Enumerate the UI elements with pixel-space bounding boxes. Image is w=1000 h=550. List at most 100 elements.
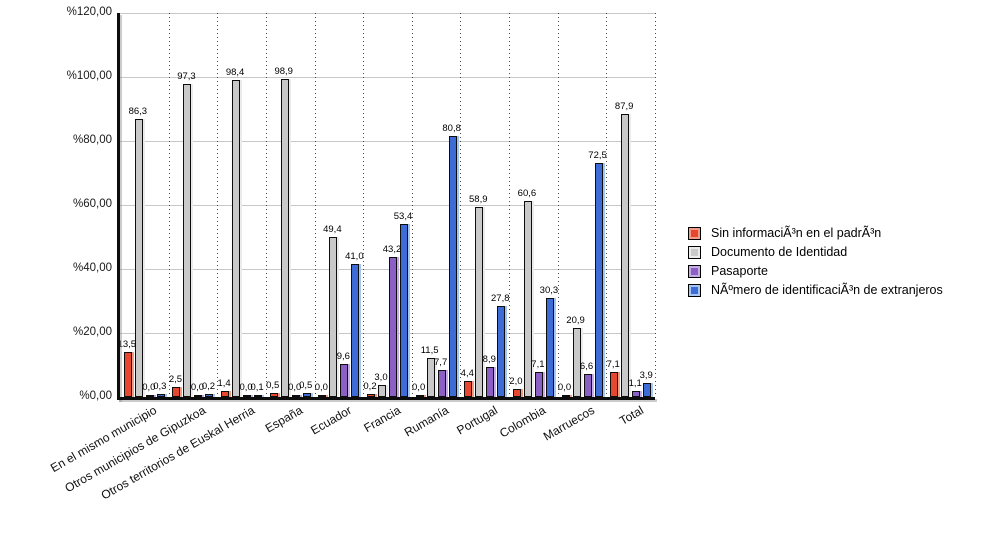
category-label: En el mismo municipio bbox=[48, 403, 160, 476]
category-separator-line bbox=[217, 13, 219, 397]
bar bbox=[269, 393, 278, 397]
bar bbox=[572, 328, 581, 397]
bar bbox=[497, 306, 506, 397]
category-separator-line bbox=[509, 13, 511, 397]
y-gridline bbox=[120, 141, 655, 142]
bar-value-label: 0,0 bbox=[142, 382, 156, 393]
legend-swatch-icon bbox=[688, 226, 701, 240]
legend-label: Pasaporte bbox=[711, 264, 768, 278]
bar-value-label: 58,9 bbox=[469, 194, 488, 205]
bar bbox=[156, 394, 165, 397]
legend-item: Sin informaciÃ³n en el padrÃ³n bbox=[688, 226, 943, 240]
bar-value-label: 7,7 bbox=[434, 357, 448, 368]
bar-value-label: 0,5 bbox=[299, 380, 313, 391]
x-axis bbox=[117, 397, 655, 400]
category-label: Francia bbox=[360, 403, 403, 436]
category-label: Total bbox=[616, 403, 646, 428]
category-separator-line bbox=[314, 13, 316, 397]
y-axis-tick-label: %120,00 bbox=[66, 6, 112, 18]
category-label: Rumanía bbox=[401, 403, 452, 440]
bar bbox=[632, 391, 641, 397]
category-separator-line bbox=[265, 13, 267, 397]
bar-value-label: 7,1 bbox=[531, 359, 545, 370]
bar bbox=[280, 79, 289, 397]
legend-item: NÃºmero de identificaciÃ³n de extranjero… bbox=[688, 283, 943, 297]
bar-value-label: 1,1 bbox=[628, 378, 642, 389]
bar bbox=[134, 119, 143, 397]
bar-value-label: 60,6 bbox=[517, 188, 537, 199]
bar bbox=[610, 372, 619, 397]
category-separator-line bbox=[168, 13, 170, 397]
bar bbox=[172, 387, 181, 397]
bar-value-label: 1,4 bbox=[217, 378, 231, 389]
bar-value-label: 0,2 bbox=[201, 381, 216, 392]
y-gridline bbox=[120, 205, 655, 206]
bar bbox=[291, 395, 300, 397]
bar-value-label: 8,9 bbox=[482, 354, 496, 365]
bar bbox=[232, 80, 241, 397]
category-label: Ecuador bbox=[308, 403, 354, 438]
bar bbox=[561, 395, 570, 397]
bar-value-label: 72,5 bbox=[588, 150, 607, 161]
bar bbox=[486, 367, 495, 397]
bar-value-label: 30,3 bbox=[539, 285, 559, 296]
bar-value-label: 98,4 bbox=[225, 67, 245, 78]
bar bbox=[221, 391, 230, 397]
bar bbox=[378, 385, 386, 397]
bar bbox=[183, 84, 192, 397]
bar-value-label: 13,5 bbox=[117, 339, 137, 350]
legend-swatch-icon bbox=[688, 245, 701, 259]
bar-value-label: 0,0 bbox=[288, 382, 302, 393]
bar bbox=[367, 394, 375, 397]
bar bbox=[621, 114, 630, 397]
bar bbox=[415, 395, 424, 397]
bar-value-label: 80,8 bbox=[442, 123, 461, 134]
category-separator-line bbox=[606, 13, 608, 397]
bar bbox=[523, 201, 532, 397]
bar-value-label: 49,4 bbox=[323, 224, 342, 235]
bar-value-label: 98,9 bbox=[274, 66, 293, 77]
legend: Sin informaciÃ³n en el padrÃ³n Documento … bbox=[688, 226, 943, 302]
category-label: Otros territorios de Euskal Herria bbox=[98, 403, 257, 503]
bar-value-label: 0,0 bbox=[239, 382, 253, 393]
bar bbox=[254, 395, 263, 397]
bar bbox=[340, 364, 349, 397]
y-axis bbox=[117, 13, 120, 400]
bar bbox=[400, 224, 408, 397]
y-gridline bbox=[120, 77, 655, 78]
legend-swatch-icon bbox=[688, 264, 701, 278]
bar-value-label: 0,0 bbox=[190, 382, 205, 393]
category-label: Otros municipios de Gipuzkoa bbox=[62, 403, 208, 496]
bar bbox=[448, 136, 457, 397]
category-separator-line bbox=[557, 13, 559, 397]
bar bbox=[318, 395, 327, 397]
category-label: Portugal bbox=[454, 403, 500, 438]
bar-value-label: 0,0 bbox=[314, 382, 328, 393]
bar bbox=[594, 163, 603, 397]
bar bbox=[389, 257, 397, 397]
bar bbox=[145, 395, 154, 397]
bar bbox=[512, 389, 521, 397]
bar-value-label: 0,0 bbox=[557, 382, 572, 393]
y-axis-tick-label: %60,00 bbox=[72, 198, 112, 210]
category-separator-line bbox=[655, 13, 656, 397]
bar bbox=[464, 381, 473, 397]
legend-swatch-icon bbox=[688, 283, 701, 297]
category-label: España bbox=[262, 403, 306, 436]
bar-value-label: 2,0 bbox=[509, 376, 523, 387]
legend-label: Sin informaciÃ³n en el padrÃ³n bbox=[711, 226, 882, 240]
bar bbox=[243, 395, 252, 397]
bar bbox=[426, 358, 435, 397]
bar-value-label: 87,9 bbox=[614, 101, 634, 112]
y-gridline bbox=[120, 13, 655, 14]
bar-value-label: 6,6 bbox=[579, 361, 594, 372]
bar bbox=[194, 395, 203, 397]
y-axis-tick-label: %40,00 bbox=[72, 262, 112, 274]
bar-value-label: 4,4 bbox=[460, 368, 474, 379]
bar bbox=[329, 237, 338, 397]
bar-value-label: 0,1 bbox=[250, 382, 264, 393]
bar-value-label: 3,9 bbox=[639, 370, 653, 381]
category-separator-line bbox=[363, 13, 365, 397]
bar bbox=[545, 298, 554, 397]
